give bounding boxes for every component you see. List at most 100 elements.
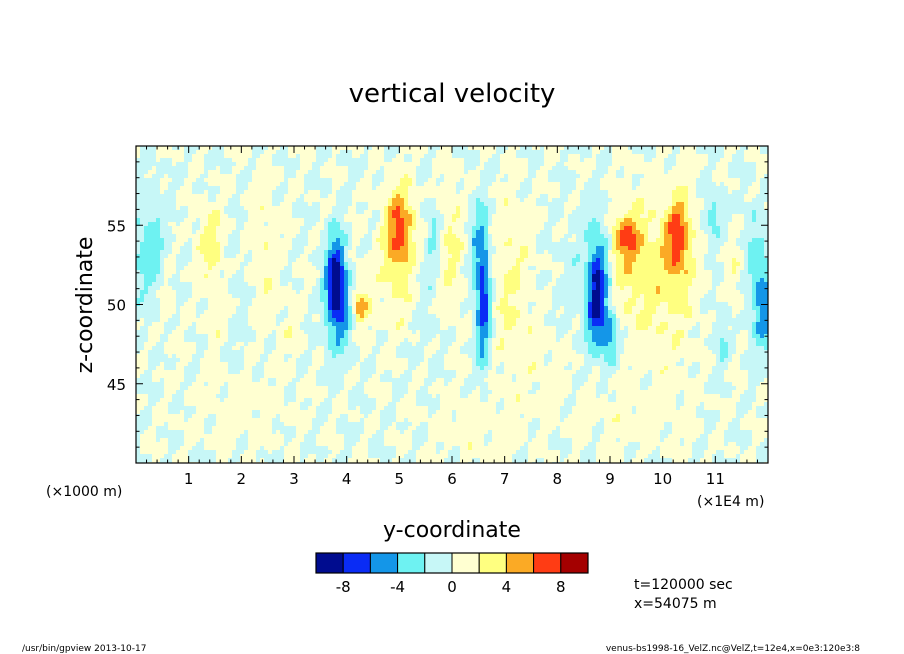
field-cell xyxy=(592,210,597,215)
field-cell xyxy=(248,218,253,223)
field-cell xyxy=(460,162,465,167)
field-cell xyxy=(408,246,413,251)
field-cell xyxy=(232,174,237,179)
field-cell xyxy=(524,194,529,199)
field-cell xyxy=(192,238,197,243)
field-cell xyxy=(168,246,173,251)
field-cell xyxy=(256,258,261,263)
field-cell xyxy=(452,170,457,175)
field-cell xyxy=(168,194,173,199)
field-cell xyxy=(592,254,597,259)
field-cell xyxy=(476,242,481,247)
field-cell xyxy=(432,254,437,259)
field-cell xyxy=(636,214,641,219)
field-cell xyxy=(688,146,693,151)
field-cell xyxy=(612,170,617,175)
field-cell xyxy=(708,206,713,211)
field-cell xyxy=(756,194,761,199)
field-cell xyxy=(548,214,553,219)
field-cell xyxy=(180,190,185,195)
field-cell xyxy=(152,154,157,159)
field-cell xyxy=(636,146,641,151)
field-cell xyxy=(644,210,649,215)
field-cell xyxy=(328,238,333,243)
field-cell xyxy=(416,186,421,191)
field-cell xyxy=(520,178,525,183)
field-cell xyxy=(556,218,561,223)
field-cell xyxy=(496,166,501,171)
field-cell xyxy=(212,174,217,179)
field-cell xyxy=(632,266,637,271)
field-cell xyxy=(760,262,765,267)
field-cell xyxy=(524,254,529,259)
field-cell xyxy=(260,226,265,231)
field-cell xyxy=(584,238,589,243)
field-cell xyxy=(492,266,497,271)
field-cell xyxy=(528,266,533,271)
field-cell xyxy=(580,258,585,263)
field-cell xyxy=(608,174,613,179)
field-cell xyxy=(324,170,329,175)
field-cell xyxy=(404,178,409,183)
field-cell xyxy=(504,158,509,163)
field-cell xyxy=(544,214,549,219)
field-cell xyxy=(528,234,533,239)
field-cell xyxy=(376,158,381,163)
field-cell xyxy=(672,162,677,167)
field-cell xyxy=(168,162,173,167)
field-cell xyxy=(736,186,741,191)
field-cell xyxy=(316,222,321,227)
field-cell xyxy=(696,254,701,259)
field-cell xyxy=(140,154,145,159)
field-cell xyxy=(460,154,465,159)
field-cell xyxy=(604,174,609,179)
field-cell xyxy=(752,178,757,183)
field-cell xyxy=(304,182,309,187)
field-cell xyxy=(224,226,229,231)
field-cell xyxy=(524,258,529,263)
field-cell xyxy=(608,226,613,231)
field-cell xyxy=(756,242,761,247)
field-cell xyxy=(636,182,641,187)
field-cell xyxy=(232,218,237,223)
field-cell xyxy=(268,182,273,187)
field-cell xyxy=(164,234,169,239)
field-cell xyxy=(692,194,697,199)
field-cell xyxy=(528,158,533,163)
field-cell xyxy=(392,206,397,211)
field-cell xyxy=(672,182,677,187)
field-cell xyxy=(444,174,449,179)
field-cell xyxy=(340,158,345,163)
field-cell xyxy=(456,146,461,151)
field-cell xyxy=(604,158,609,163)
field-cell xyxy=(348,262,353,267)
field-cell xyxy=(392,210,397,215)
field-cell xyxy=(300,178,305,183)
field-cell xyxy=(228,206,233,211)
field-cell xyxy=(624,202,629,207)
field-cell xyxy=(688,230,693,235)
field-cell xyxy=(564,222,569,227)
field-cell xyxy=(268,230,273,235)
field-cell xyxy=(732,222,737,227)
field-cell xyxy=(296,230,301,235)
field-cell xyxy=(344,234,349,239)
field-cell xyxy=(724,238,729,243)
field-cell xyxy=(560,190,565,195)
field-cell xyxy=(224,190,229,195)
field-cell xyxy=(556,186,561,191)
field-cell xyxy=(248,258,253,263)
field-cell xyxy=(176,154,181,159)
field-cell xyxy=(504,202,509,207)
field-cell xyxy=(608,242,613,247)
field-cell xyxy=(524,146,529,151)
field-cell xyxy=(504,270,509,275)
field-cell xyxy=(624,214,629,219)
field-cell xyxy=(452,234,457,239)
field-cell xyxy=(204,234,209,239)
field-cell xyxy=(732,174,737,179)
field-cell xyxy=(340,174,345,179)
field-cell xyxy=(232,234,237,239)
field-cell xyxy=(716,178,721,183)
field-cell xyxy=(224,150,229,155)
